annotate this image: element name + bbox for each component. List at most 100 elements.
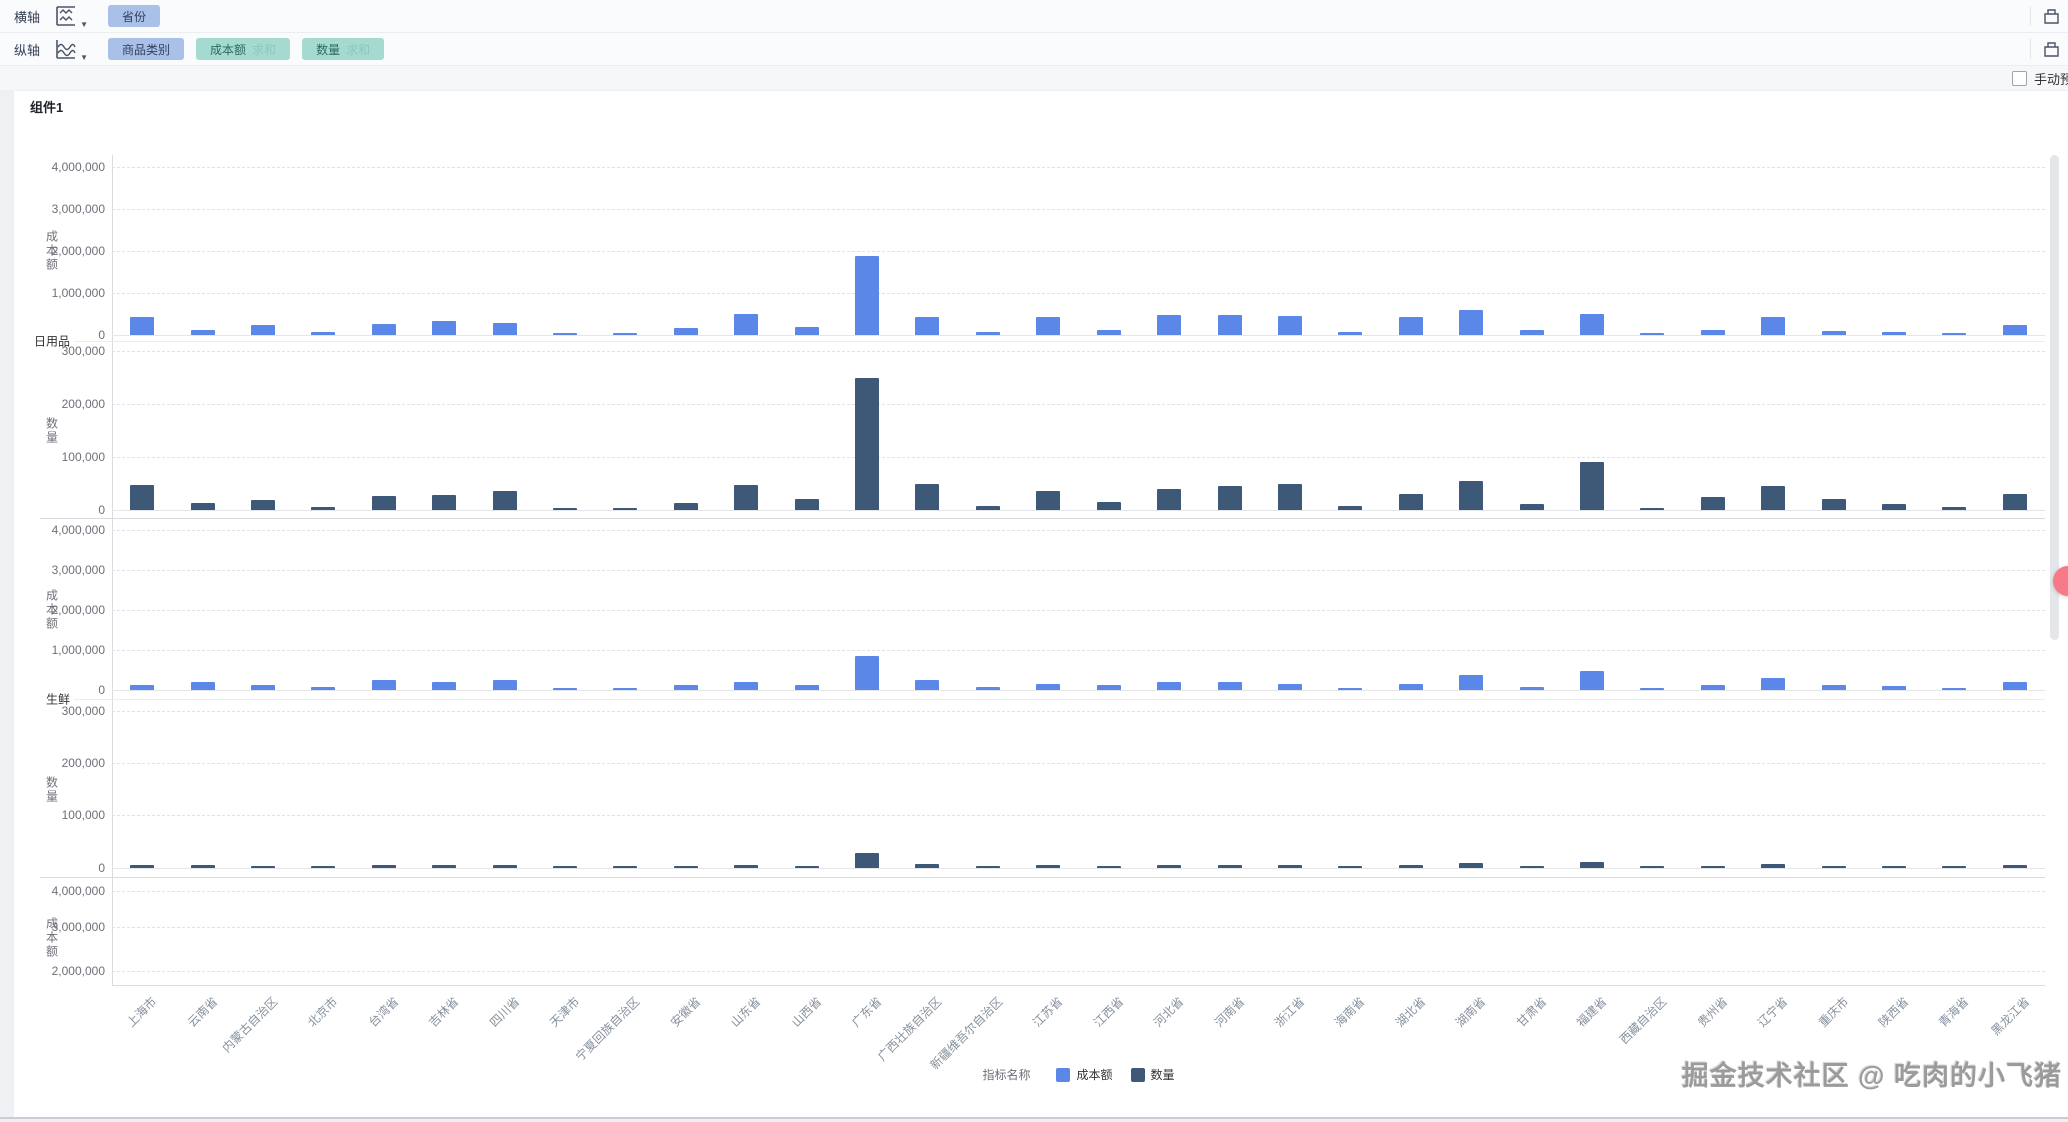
vertical-scrollbar[interactable] — [2050, 155, 2059, 640]
bar-数量-广西壮族自治区[interactable] — [915, 483, 940, 510]
bar-成本额-西藏自治区[interactable] — [1640, 333, 1665, 335]
x-axis-label-江苏省[interactable]: 江苏省 — [1030, 994, 1066, 1030]
x-axis-label-台湾省[interactable]: 台湾省 — [365, 994, 402, 1030]
field-pill-quantity[interactable]: 数量 求和 — [302, 38, 385, 60]
manual-preview-checkbox[interactable] — [2012, 71, 2027, 86]
bar-成本额-重庆市[interactable] — [1821, 685, 1846, 690]
x-axis-label-甘肃省[interactable]: 甘肃省 — [1513, 994, 1549, 1030]
x-axis-label-黑龙江省[interactable]: 黑龙江省 — [1988, 994, 2033, 1039]
bar-数量-西藏自治区[interactable] — [1640, 507, 1665, 510]
bar-成本额-广西壮族自治区[interactable] — [915, 680, 940, 690]
bar-成本额-贵州省[interactable] — [1700, 329, 1725, 335]
format-brush-icon[interactable] — [2043, 41, 2060, 58]
x-axis-label-广东省[interactable]: 广东省 — [849, 994, 885, 1030]
x-axis-label-福建省[interactable]: 福建省 — [1573, 994, 1610, 1030]
bar-成本额-辽宁省[interactable] — [1761, 316, 1786, 335]
x-axis-label-陕西省[interactable]: 陕西省 — [1875, 994, 1912, 1030]
bar-成本额-四川省[interactable] — [492, 680, 517, 690]
bar-数量-河北省[interactable] — [1157, 488, 1182, 510]
bar-成本额-浙江省[interactable] — [1277, 315, 1302, 335]
bar-数量-吉林省[interactable] — [432, 494, 457, 510]
bar-数量-重庆市[interactable] — [1821, 865, 1846, 868]
bar-成本额-上海市[interactable] — [130, 317, 155, 335]
bar-成本额-四川省[interactable] — [492, 322, 517, 335]
x-axis-label-天津市[interactable]: 天津市 — [546, 994, 583, 1030]
bar-成本额-湖南省[interactable] — [1459, 674, 1484, 690]
bar-数量-辽宁省[interactable] — [1761, 864, 1786, 868]
bar-成本额-安徽省[interactable] — [673, 685, 698, 690]
x-axis-label-安徽省[interactable]: 安徽省 — [667, 994, 704, 1030]
bar-成本额-贵州省[interactable] — [1700, 685, 1725, 690]
bar-数量-青海省[interactable] — [1942, 507, 1967, 510]
bar-数量-河南省[interactable] — [1217, 864, 1242, 868]
bar-数量-福建省[interactable] — [1579, 462, 1604, 510]
bar-成本额-江苏省[interactable] — [1036, 316, 1061, 335]
bar-成本额-山西省[interactable] — [794, 685, 819, 690]
bar-数量-北京市[interactable] — [311, 866, 336, 868]
x-axis-label-西藏自治区[interactable]: 西藏自治区 — [1617, 994, 1670, 1047]
bar-数量-山西省[interactable] — [794, 499, 819, 510]
bar-成本额-广东省[interactable] — [855, 256, 880, 335]
bar-数量-广东省[interactable] — [855, 377, 880, 510]
bar-成本额-广东省[interactable] — [855, 656, 880, 690]
chevron-down-icon[interactable]: ▼ — [80, 53, 89, 62]
bar-成本额-河南省[interactable] — [1217, 682, 1242, 690]
bar-数量-西藏自治区[interactable] — [1640, 866, 1665, 868]
bar-成本额-安徽省[interactable] — [673, 328, 698, 335]
bar-数量-云南省[interactable] — [190, 865, 215, 868]
bar-成本额-江苏省[interactable] — [1036, 684, 1061, 690]
bar-成本额-福建省[interactable] — [1579, 313, 1604, 335]
bar-数量-河南省[interactable] — [1217, 486, 1242, 510]
bar-数量-福建省[interactable] — [1579, 861, 1604, 868]
bar-成本额-浙江省[interactable] — [1277, 684, 1302, 690]
bar-成本额-湖北省[interactable] — [1398, 316, 1423, 335]
field-pill-cost-amount[interactable]: 成本额 求和 — [196, 38, 291, 60]
floating-badge[interactable] — [2053, 566, 2068, 596]
bar-数量-黑龙江省[interactable] — [2002, 494, 2027, 510]
bar-数量-上海市[interactable] — [130, 865, 155, 868]
bar-成本额-河北省[interactable] — [1157, 314, 1182, 335]
bar-数量-台湾省[interactable] — [371, 495, 396, 510]
bar-成本额-江西省[interactable] — [1096, 329, 1121, 335]
bar-数量-江苏省[interactable] — [1036, 491, 1061, 510]
bar-成本额-上海市[interactable] — [130, 685, 155, 690]
bar-数量-湖北省[interactable] — [1398, 494, 1423, 510]
bar-数量-海南省[interactable] — [1338, 866, 1363, 868]
bar-数量-陕西省[interactable] — [1881, 866, 1906, 868]
bar-成本额-天津市[interactable] — [553, 332, 578, 335]
x-axis-label-湖南省[interactable]: 湖南省 — [1453, 994, 1489, 1030]
x-axis-label-河南省[interactable]: 河南省 — [1211, 994, 1247, 1030]
bar-成本额-新疆维吾尔自治区[interactable] — [975, 687, 1000, 690]
x-axis-label-贵州省[interactable]: 贵州省 — [1694, 994, 1731, 1030]
bar-数量-内蒙古自治区[interactable] — [251, 500, 276, 510]
x-axis-label-宁夏回族自治区[interactable]: 宁夏回族自治区 — [573, 994, 643, 1064]
legend-item-数量[interactable]: 数量 — [1130, 1066, 1175, 1083]
x-axis-label-云南省[interactable]: 云南省 — [184, 994, 220, 1030]
bar-数量-广东省[interactable] — [855, 853, 880, 868]
bar-成本额-新疆维吾尔自治区[interactable] — [975, 331, 1000, 335]
horizontal-axis-chart-type-icon[interactable]: ▼ — [54, 5, 88, 29]
bar-成本额-湖南省[interactable] — [1459, 309, 1484, 335]
horizontal-scrollbar-track[interactable] — [0, 1117, 2068, 1119]
bar-成本额-天津市[interactable] — [553, 688, 578, 690]
bar-数量-辽宁省[interactable] — [1761, 486, 1786, 510]
bar-数量-浙江省[interactable] — [1277, 865, 1302, 868]
bar-成本额-河北省[interactable] — [1157, 682, 1182, 690]
bar-数量-天津市[interactable] — [553, 866, 578, 868]
bar-成本额-台湾省[interactable] — [371, 680, 396, 690]
bar-成本额-云南省[interactable] — [190, 682, 215, 690]
bar-成本额-陕西省[interactable] — [1881, 332, 1906, 335]
bar-数量-黑龙江省[interactable] — [2002, 865, 2027, 868]
bar-成本额-甘肃省[interactable] — [1519, 330, 1544, 335]
x-axis-label-吉林省[interactable]: 吉林省 — [426, 994, 462, 1030]
bar-数量-四川省[interactable] — [492, 864, 517, 868]
bar-数量-安徽省[interactable] — [673, 502, 698, 510]
bar-数量-贵州省[interactable] — [1700, 865, 1725, 868]
x-axis-label-辽宁省[interactable]: 辽宁省 — [1755, 994, 1791, 1030]
bar-成本额-广西壮族自治区[interactable] — [915, 316, 940, 335]
bar-成本额-青海省[interactable] — [1942, 333, 1967, 335]
bar-数量-北京市[interactable] — [311, 507, 336, 510]
bar-成本额-云南省[interactable] — [190, 329, 215, 335]
bar-数量-云南省[interactable] — [190, 503, 215, 510]
bar-成本额-吉林省[interactable] — [432, 321, 457, 335]
